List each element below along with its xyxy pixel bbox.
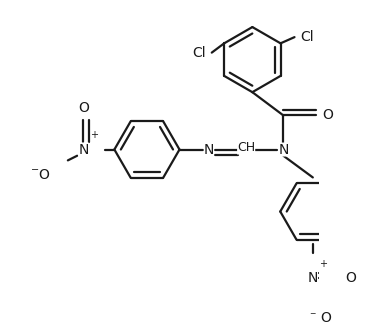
Text: N: N: [78, 143, 89, 156]
Text: $^{-}$O: $^{-}$O: [30, 168, 51, 182]
Text: CH: CH: [237, 141, 255, 155]
Text: +: +: [319, 259, 327, 269]
Text: +: +: [89, 130, 97, 140]
Text: O: O: [78, 101, 89, 115]
Text: N: N: [204, 143, 214, 156]
Text: O: O: [322, 109, 333, 122]
Text: N: N: [278, 143, 288, 156]
Text: $^{-}$: $^{-}$: [309, 311, 317, 321]
Text: Cl: Cl: [301, 30, 314, 44]
Text: Cl: Cl: [192, 46, 205, 60]
Text: O: O: [345, 271, 356, 285]
Text: O: O: [321, 311, 332, 322]
Text: N: N: [308, 271, 318, 285]
